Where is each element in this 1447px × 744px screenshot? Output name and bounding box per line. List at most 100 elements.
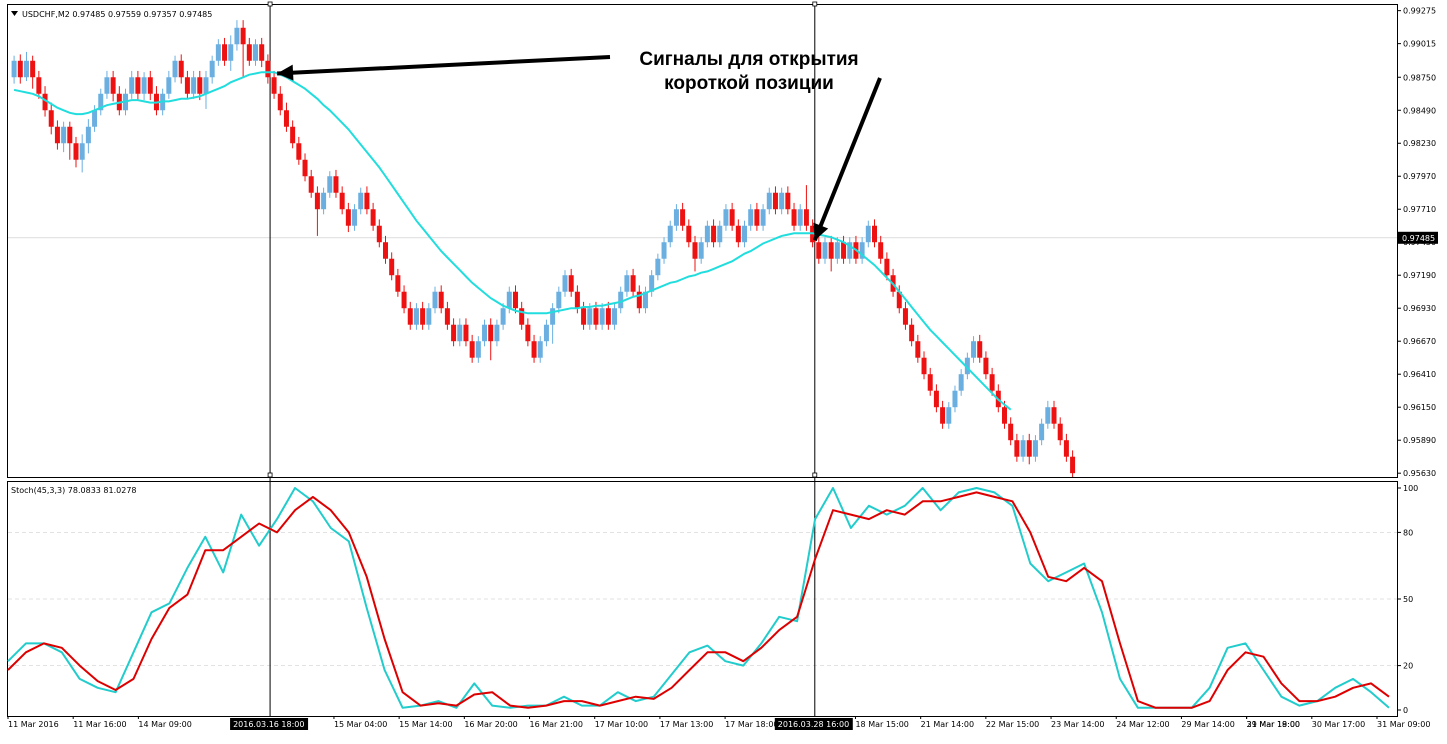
brick-down [259, 44, 265, 61]
price-pane[interactable] [7, 4, 1398, 478]
brick-up [352, 209, 358, 226]
brick-up [673, 209, 679, 226]
brick-up [543, 324, 549, 342]
brick-up [822, 242, 828, 259]
brick-down [110, 77, 116, 94]
brick-up [834, 242, 840, 259]
brick-down [512, 291, 518, 309]
brick-up [358, 192, 364, 210]
brick-up [253, 44, 259, 61]
brick-down [735, 225, 741, 243]
brick-down [54, 126, 60, 144]
time-tick-label: 24 Mar 12:00 [1116, 720, 1169, 729]
stoch-tick-label: 20 [1403, 662, 1413, 671]
grid-lines [8, 237, 1397, 666]
brick-up [599, 308, 605, 325]
renko-bricks [11, 20, 1076, 477]
brick-down [30, 60, 36, 78]
brick-down [921, 357, 927, 375]
brick-down [283, 110, 289, 127]
brick-down [531, 341, 537, 358]
collapse-triangle-icon[interactable] [11, 11, 18, 16]
price-tick-label: 0.96670 [1403, 337, 1436, 346]
price-tick-label: 0.98230 [1403, 139, 1436, 148]
brick-down [364, 192, 370, 210]
brick-up [1045, 407, 1051, 424]
brick-up [971, 341, 977, 358]
brick-down [1051, 407, 1057, 424]
brick-up [85, 126, 91, 144]
brick-up [228, 44, 234, 61]
brick-up [537, 341, 543, 358]
brick-up [321, 192, 327, 210]
brick-up [760, 209, 766, 226]
time-axis[interactable]: 2016.03.16 18:00 2016.03.28 16:00 11 Mar 2… [7, 716, 1430, 730]
brick-up [234, 27, 240, 45]
brick-down [940, 407, 946, 424]
price-header: USDCHF,M2 0.97485 0.97559 0.97357 0.9748… [22, 10, 212, 19]
brick-up [847, 242, 853, 259]
brick-down [593, 308, 599, 325]
brick-up [952, 390, 958, 408]
brick-down [1008, 423, 1014, 441]
brick-up [209, 60, 215, 78]
time-tick-label: 22 Mar 15:00 [986, 720, 1039, 729]
brick-down [407, 308, 413, 325]
time-tick-label: 17 Mar 10:00 [595, 720, 648, 729]
signal-line-handle [267, 472, 273, 478]
brick-up [766, 192, 772, 210]
brick-up [649, 275, 655, 292]
brick-down [222, 44, 228, 61]
brick-down [574, 291, 580, 309]
brick-down [382, 242, 388, 259]
annotation-arrows [276, 55, 882, 242]
brick-up [166, 77, 172, 94]
signal-line-handle [267, 1, 273, 7]
brick-down [692, 242, 698, 259]
price-tick-label: 0.98490 [1403, 106, 1436, 115]
brick-up [327, 176, 333, 193]
stoch-tick-label: 80 [1403, 528, 1413, 537]
brick-up [432, 291, 438, 309]
price-tick-label: 0.96150 [1403, 403, 1436, 412]
time-tick-label: 31 Mar 18:00 [1247, 720, 1300, 729]
arrow-shaft [812, 77, 882, 242]
brick-up [141, 77, 147, 94]
annotation-line1: Сигналы для открытия [639, 49, 858, 70]
brick-up [667, 225, 673, 243]
time-tick-label: 29 Mar 14:00 [1181, 720, 1234, 729]
brick-down [686, 225, 692, 243]
brick-down [525, 324, 531, 342]
signal-vertical-lines [267, 1, 818, 716]
brick-down [463, 324, 469, 342]
brick-down [785, 192, 791, 210]
stochastic-lines [7, 487, 1390, 709]
highlighted-time-box [230, 718, 309, 730]
brick-down [290, 126, 296, 144]
brick-up [742, 225, 748, 243]
brick-down [296, 143, 302, 160]
brick-down [42, 93, 48, 111]
brick-down [1063, 440, 1069, 457]
brick-up [642, 291, 648, 309]
time-tick-label: 15 Mar 04:00 [334, 720, 387, 729]
brick-up [562, 275, 568, 292]
price-axis[interactable]: 0.99275 0.99015 0.98750 0.98490 0.98230 0.979… [1397, 7, 1438, 479]
stoch-axis: 100 80 50 20 0 [1397, 484, 1418, 715]
brick-down [135, 77, 141, 94]
time-tick-label: 16 Mar 20:00 [464, 720, 517, 729]
brick-down [841, 242, 847, 259]
brick-up [61, 126, 67, 144]
brick-down [451, 324, 457, 342]
brick-up [129, 77, 135, 94]
time-tick-label: 23 Mar 14:00 [1051, 720, 1104, 729]
brick-up [494, 324, 500, 342]
brick-down [989, 374, 995, 391]
brick-down [469, 341, 475, 358]
brick-up [698, 242, 704, 259]
brick-down [1070, 456, 1076, 474]
brick-up [964, 357, 970, 375]
brick-up [723, 209, 729, 226]
brick-down [488, 324, 494, 342]
